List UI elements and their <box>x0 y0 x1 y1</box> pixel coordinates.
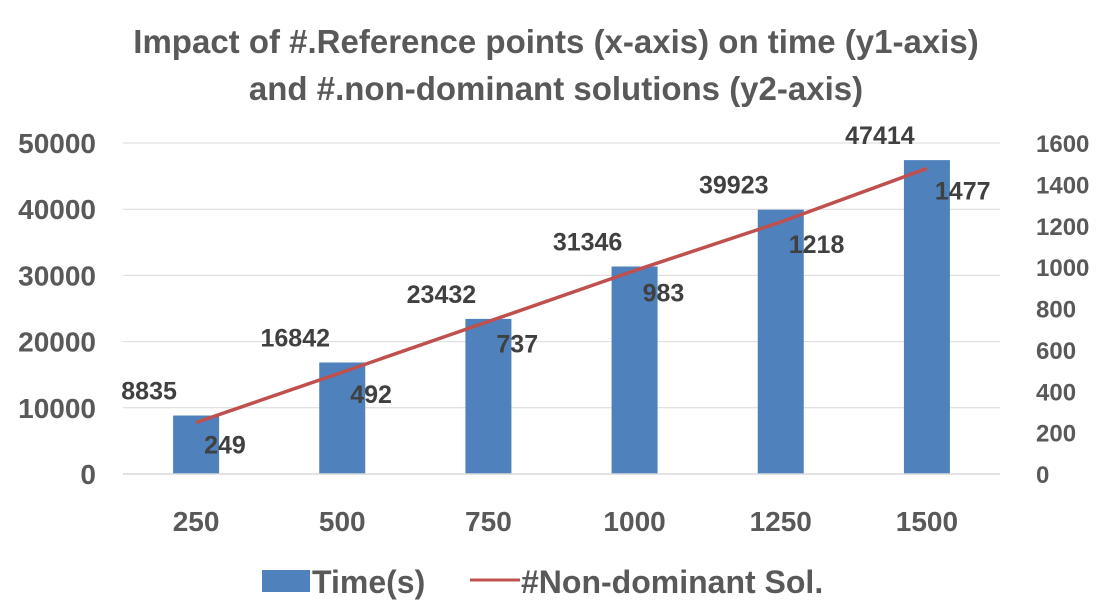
y1-tick-label: 40000 <box>18 194 96 225</box>
y2-tick-label: 800 <box>1036 297 1076 324</box>
bar-time-250 <box>173 415 220 474</box>
legend-swatch-time <box>262 570 310 592</box>
y2-tick-label: 1200 <box>1036 214 1089 241</box>
bar-series-time <box>173 160 950 474</box>
x-axis: 250 500 750 1000 1250 1500 <box>123 473 1000 537</box>
x-tick-label: 1000 <box>603 506 665 537</box>
y1-tick-label: 10000 <box>18 393 96 424</box>
bar-time-750 <box>465 318 512 474</box>
line-non-dominant-solutions <box>195 166 928 425</box>
x-tick-label: 1250 <box>750 506 812 537</box>
bar-time-1000 <box>611 266 658 474</box>
bar-time-500 <box>319 362 366 474</box>
x-tick-label: 750 <box>465 506 512 537</box>
data-label-non-dominant: 737 <box>496 331 538 359</box>
y2-tick-label: 1000 <box>1036 255 1089 282</box>
data-label-time: 39923 <box>699 172 769 200</box>
gridlines <box>123 142 1000 409</box>
y1-tick-label: 20000 <box>18 327 96 358</box>
data-label-non-dominant: 249 <box>204 431 246 459</box>
y1-axis: 0 10000 20000 30000 40000 50000 <box>18 128 96 490</box>
y1-tick-label: 50000 <box>18 128 96 159</box>
legend-label-non-dominant: #Non-dominant Sol. <box>521 564 823 600</box>
y1-tick-label: 30000 <box>18 260 96 291</box>
line-series-non-dominant <box>195 166 928 425</box>
data-label-non-dominant: 983 <box>643 280 685 308</box>
y2-tick-label: 600 <box>1036 338 1076 365</box>
data-label-time: 31346 <box>553 228 623 256</box>
data-labels: 8835 16842 23432 31346 39923 47414 249 492 737 98… <box>121 122 990 459</box>
y2-tick-label: 0 <box>1036 462 1049 489</box>
chart-title: Impact of #.Reference points (x-axis) on… <box>133 23 978 107</box>
chart-title-line-2: and #.non-dominant solutions (y2-axis) <box>249 70 863 107</box>
data-label-non-dominant: 1477 <box>935 177 991 205</box>
legend: Time(s) #Non-dominant Sol. <box>262 564 823 600</box>
data-label-time: 16842 <box>260 325 330 353</box>
chart-title-line-1: Impact of #.Reference points (x-axis) on… <box>133 23 978 60</box>
y2-tick-label: 200 <box>1036 421 1076 448</box>
data-label-non-dominant: 1218 <box>789 231 845 259</box>
data-label-time: 47414 <box>845 122 915 150</box>
y2-tick-label: 1400 <box>1036 172 1089 199</box>
y2-axis: 0 200 400 600 800 1000 1200 1400 1600 <box>1036 131 1089 489</box>
data-label-time: 8835 <box>121 378 177 406</box>
x-tick-label: 250 <box>173 506 220 537</box>
x-tick-label: 500 <box>319 506 366 537</box>
y2-tick-label: 400 <box>1036 379 1076 406</box>
data-label-non-dominant: 492 <box>350 381 392 409</box>
data-label-time: 23432 <box>407 281 477 309</box>
y2-tick-label: 1600 <box>1036 131 1089 158</box>
y1-tick-label: 0 <box>80 459 96 490</box>
legend-label-time: Time(s) <box>312 564 425 600</box>
x-tick-label: 1500 <box>896 506 958 537</box>
bar-time-1500 <box>903 160 950 474</box>
bar-time-1250 <box>757 209 804 474</box>
